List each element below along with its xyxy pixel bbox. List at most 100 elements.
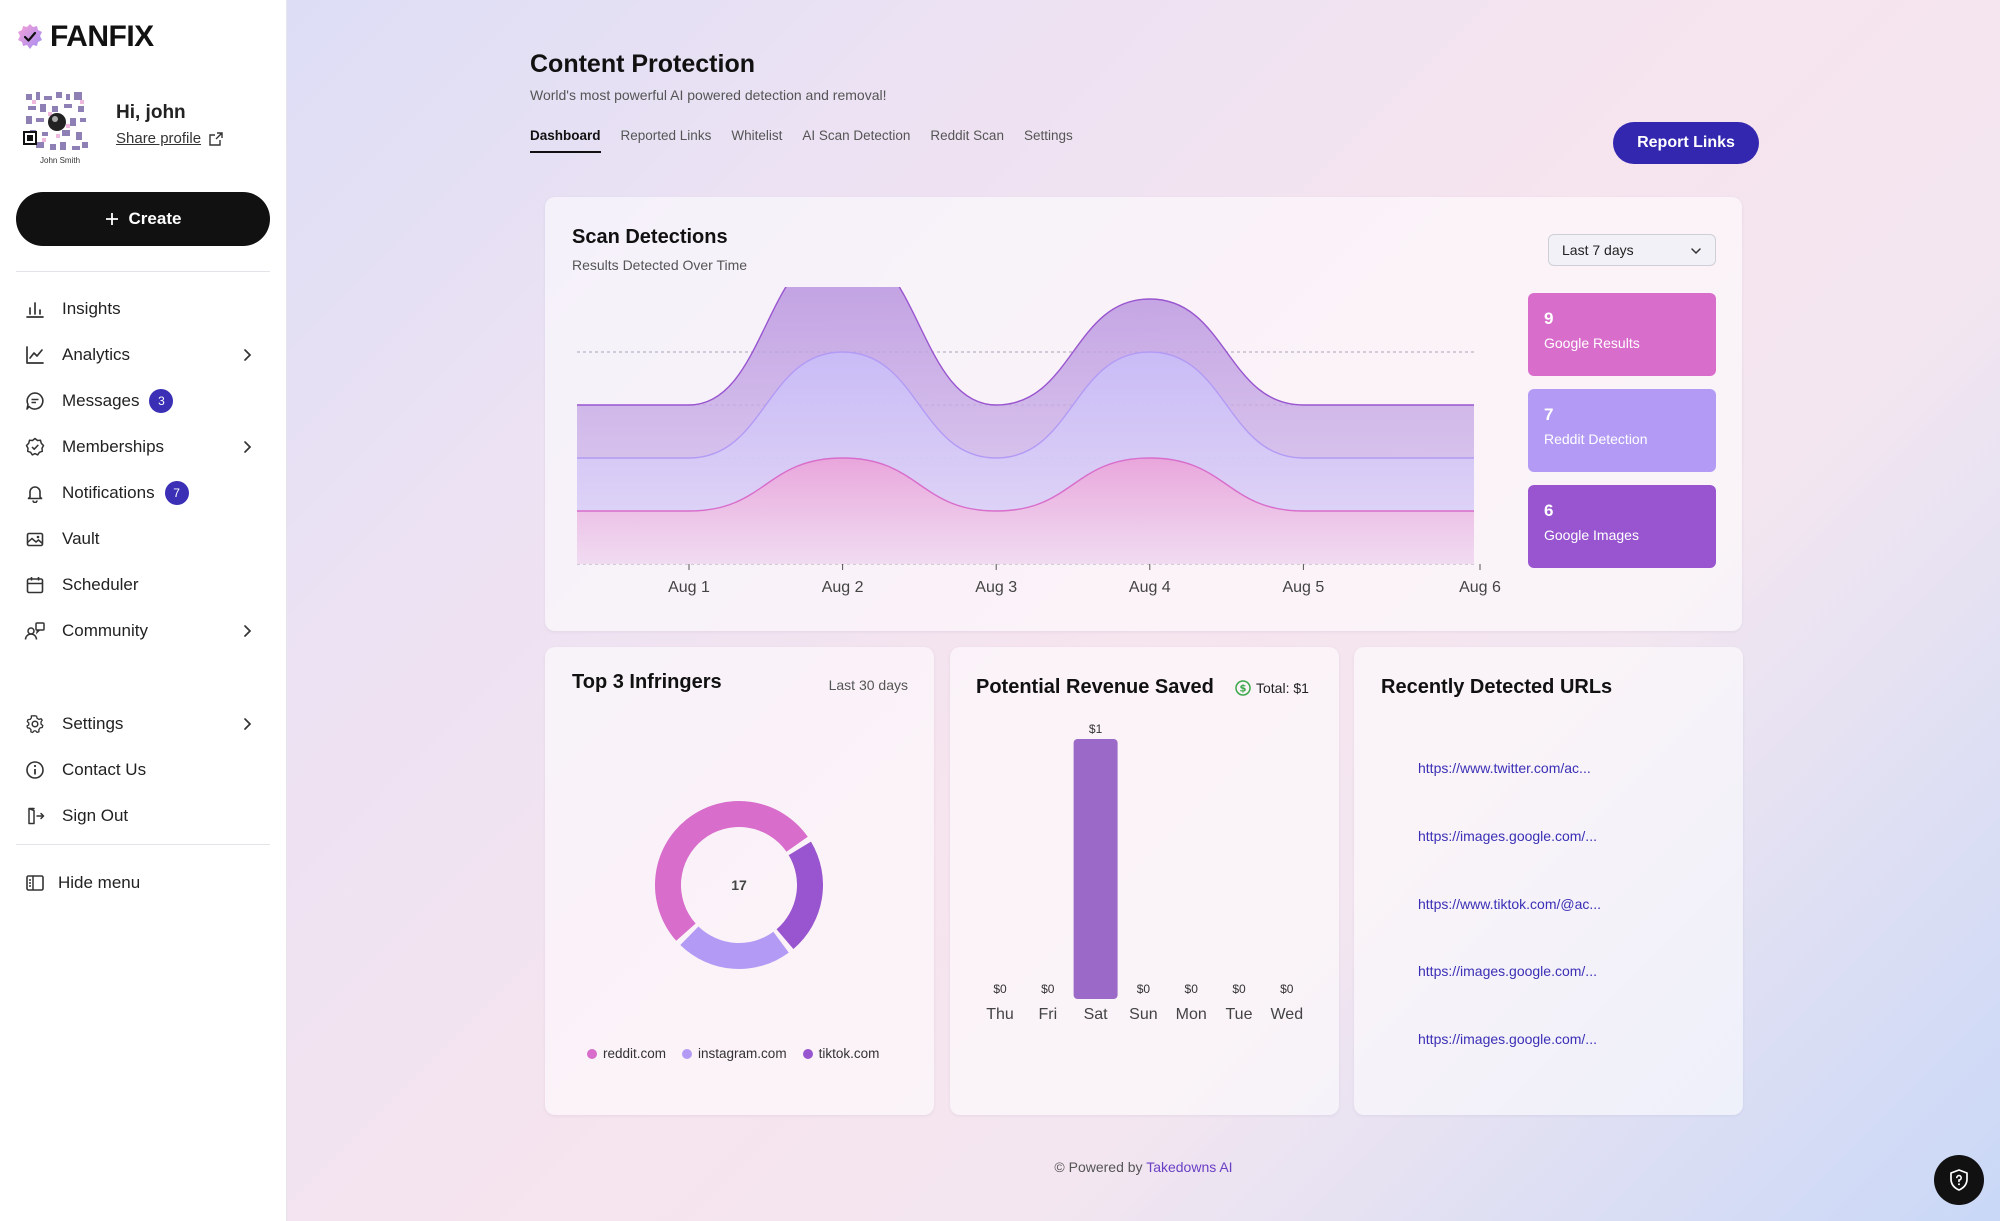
legend-item: reddit.com: [587, 1046, 666, 1061]
bar-value-label: $0: [1280, 982, 1294, 996]
brand-logo[interactable]: FANFIX: [16, 20, 154, 54]
image-icon: [24, 528, 46, 550]
detected-url-link[interactable]: https://images.google.com/...: [1418, 963, 1597, 979]
bar-category-label: Mon: [1176, 1006, 1207, 1023]
users-icon: [24, 620, 46, 642]
x-tick-label: Aug 2: [822, 579, 864, 596]
tab-ai-scan-detection[interactable]: AI Scan Detection: [802, 128, 911, 143]
bar-value-label: $0: [1041, 982, 1055, 996]
bar-value-label: $0: [1137, 982, 1151, 996]
sidebar-item-settings[interactable]: Settings: [24, 707, 264, 741]
footer-link[interactable]: Takedowns AI: [1146, 1159, 1233, 1175]
chevron-right-icon: [244, 718, 252, 730]
sidebar-item-label: Settings: [62, 714, 124, 733]
chevron-down-icon: [1691, 248, 1701, 255]
brand-name: FANFIX: [50, 20, 154, 53]
area-series-google-images: [577, 458, 1474, 564]
external-link-icon: [209, 131, 223, 146]
revenue-bar-chart: $0 Thu $0 Fri $1 Sat $0 Sun $0 Mon $0 Tue $0 Wed: [986, 722, 1303, 1023]
bar-value-label: $1: [1089, 722, 1103, 736]
legend-item: instagram.com: [682, 1046, 787, 1061]
stat-google-images[interactable]: 6 Google Images: [1528, 485, 1716, 568]
sidebar-item-vault[interactable]: Vault: [24, 522, 264, 556]
sign-out-icon: [24, 805, 46, 827]
stat-value: 6: [1544, 501, 1554, 520]
bar-category-label: Fri: [1038, 1006, 1057, 1023]
scan-detections-card: Scan Detections Results Detected Over Ti…: [545, 197, 1742, 631]
stat-google-results[interactable]: 9 Google Results: [1528, 293, 1716, 376]
avatar[interactable]: [22, 84, 92, 162]
bar-category-label: Sun: [1129, 1006, 1157, 1023]
message-icon: [24, 390, 46, 412]
sidebar-item-messages[interactable]: Messages 3: [24, 384, 264, 418]
create-button-label: Create: [128, 209, 182, 228]
sidebar-item-memberships[interactable]: Memberships: [24, 430, 264, 464]
donut-slice-instagram: [680, 926, 789, 969]
recent-urls-card: Recently Detected URLs https://www.twitt…: [1354, 647, 1743, 1115]
messages-count-badge: 3: [149, 389, 174, 413]
tab-dashboard[interactable]: Dashboard: [530, 128, 601, 153]
chevron-right-icon: [244, 625, 252, 637]
tab-reported-links[interactable]: Reported Links: [620, 128, 712, 143]
detected-url-link[interactable]: https://www.twitter.com/ac...: [1418, 760, 1591, 776]
sidebar-item-label: Messages: [62, 391, 140, 410]
bar-chart-icon: [24, 298, 46, 320]
tab-whitelist[interactable]: Whitelist: [731, 128, 783, 143]
detected-url-link[interactable]: https://images.google.com/...: [1418, 1031, 1597, 1047]
legend-swatch: [802, 1049, 813, 1059]
x-tick-label: Aug 3: [975, 579, 1017, 596]
sidebar-item-analytics[interactable]: Analytics: [24, 338, 264, 372]
sidebar-item-community[interactable]: Community: [24, 614, 264, 648]
revenue-total: $ Total: $1: [1235, 680, 1309, 696]
gear-icon: [24, 713, 46, 735]
sidebar-item-label: Sign Out: [62, 806, 129, 825]
x-tick-label: Aug 5: [1282, 579, 1324, 596]
stat-label: Reddit Detection: [1544, 431, 1648, 447]
share-profile-link[interactable]: Share profile: [116, 130, 223, 147]
range-select[interactable]: Last 7 days: [1548, 234, 1716, 266]
detected-url-link[interactable]: https://www.tiktok.com/@ac...: [1418, 896, 1602, 912]
stat-label: Google Images: [1544, 527, 1639, 543]
notifications-count-badge: 7: [164, 481, 189, 505]
chevron-right-icon: [244, 349, 252, 361]
sidebar-item-sign-out[interactable]: Sign Out: [24, 799, 264, 833]
avatar-caption: John Smith: [40, 156, 81, 165]
footer: © Powered by Takedowns AI: [0, 1159, 2000, 1175]
tab-settings[interactable]: Settings: [1023, 128, 1073, 143]
donut-center-value: 17: [731, 877, 747, 893]
sidebar-divider: [16, 271, 270, 272]
area-series-line: [577, 457, 1474, 512]
stat-value: 9: [1544, 309, 1554, 328]
tab-reddit-scan[interactable]: Reddit Scan: [930, 128, 1004, 143]
donut-slice-tiktok: [776, 841, 823, 950]
x-tick-label: Aug 1: [668, 579, 710, 596]
legend-label: reddit.com: [603, 1046, 667, 1061]
sidebar: FANFIX John Smith Hi,: [0, 0, 287, 1221]
report-links-button[interactable]: Report Links: [1613, 122, 1759, 164]
infringers-donut-chart: 17: [655, 801, 823, 969]
top-infringers-range: Last 30 days: [828, 677, 908, 693]
infringers-legend: reddit.com instagram.com tiktok.com: [587, 1046, 879, 1061]
badge-check-icon: [24, 436, 46, 458]
bar-category-label: Wed: [1270, 1006, 1303, 1023]
verified-badge-icon: [18, 24, 42, 49]
hide-menu-button[interactable]: Hide menu: [24, 866, 264, 900]
calendar-icon: [24, 574, 46, 596]
share-profile-label: Share profile: [116, 130, 202, 147]
footer-prefix: © Powered by: [1054, 1159, 1143, 1175]
detected-url-link[interactable]: https://images.google.com/...: [1418, 828, 1597, 844]
greeting: Hi, john: [116, 102, 186, 123]
profile-block: John Smith Hi, john Share profile: [22, 84, 272, 168]
sidebar-item-insights[interactable]: Insights: [24, 292, 264, 326]
sidebar-item-label: Vault: [62, 529, 100, 548]
sidebar-item-notifications[interactable]: Notifications 7: [24, 476, 264, 510]
sidebar-item-scheduler[interactable]: Scheduler: [24, 568, 264, 602]
stat-reddit-detection[interactable]: 7 Reddit Detection: [1528, 389, 1716, 472]
create-button[interactable]: Create: [16, 192, 270, 246]
help-shield-button[interactable]: [1934, 1155, 1984, 1205]
sidebar-item-label: Community: [62, 621, 148, 640]
bar-category-label: Tue: [1226, 1006, 1253, 1023]
sidebar-item-contact-us[interactable]: Contact Us: [24, 753, 264, 787]
donut-slice-reddit: [655, 801, 808, 941]
sidebar-toggle-icon: [24, 872, 46, 894]
